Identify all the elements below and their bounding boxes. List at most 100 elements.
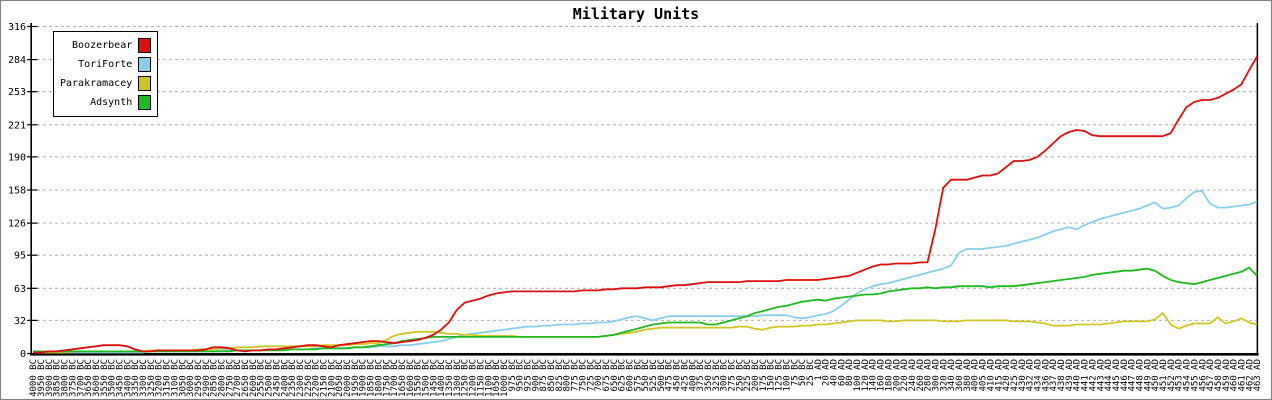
x-tick-label: 415 AD xyxy=(994,359,1004,392)
x-tick-label: 440 AD xyxy=(1073,359,1083,392)
y-tick-label: 158 xyxy=(8,186,26,197)
x-tick-label: 3350 BC xyxy=(131,359,141,397)
legend-swatch xyxy=(138,57,152,72)
x-tick-label: 2600 BC xyxy=(249,359,259,397)
x-tick-label: 3100 BC xyxy=(170,359,180,397)
x-tick-label: 175 BC xyxy=(759,359,769,392)
x-tick-label: 200 BC xyxy=(751,359,761,392)
x-tick-label: 525 BC xyxy=(649,359,659,392)
x-tick-label: 250 BC xyxy=(735,359,745,392)
x-tick-label: 1850 BC xyxy=(367,359,377,397)
x-tick-label: 405 AD xyxy=(979,359,989,392)
x-tick-label: 3500 BC xyxy=(108,359,118,397)
x-tick-label: 280 AD xyxy=(924,359,934,392)
legend-item-parakramacey: Parakramacey xyxy=(60,74,152,93)
legend-label: Adsynth xyxy=(90,97,133,108)
x-tick-label: 3700 BC xyxy=(76,359,86,397)
x-tick-label: 180 AD xyxy=(884,359,894,392)
x-tick-label: 410 AD xyxy=(986,359,996,392)
series-line-boozerbear xyxy=(33,56,1258,354)
legend-item-toriforte: ToriForte xyxy=(60,55,152,74)
x-tick-label: 2350 BC xyxy=(288,359,298,397)
x-tick-label: 2250 BC xyxy=(304,359,314,397)
x-tick-label: 350 BC xyxy=(704,359,714,392)
y-axis-line xyxy=(30,23,32,354)
x-tick-label: 100 BC xyxy=(782,359,792,392)
x-tick-label: 900 BC xyxy=(531,359,541,392)
x-tick-label: 1200 BC xyxy=(469,359,479,397)
x-tick-label: 120 AD xyxy=(861,359,871,392)
x-tick-label: 340 AD xyxy=(947,359,957,392)
x-tick-label: 575 BC xyxy=(633,359,643,392)
x-axis-line xyxy=(30,353,1259,356)
x-tick-label: 1350 BC xyxy=(445,359,455,397)
y-tick-label: 284 xyxy=(8,55,26,66)
series-line-parakramacey xyxy=(33,312,1258,354)
x-tick-label: 457 AD xyxy=(1206,359,1216,392)
x-tick-label: 460 AD xyxy=(1230,359,1240,392)
x-tick-label: 75 BC xyxy=(790,359,800,386)
y-tick-label: 221 xyxy=(8,120,26,131)
x-tick-label: 448 AD xyxy=(1136,359,1146,392)
legend-label: ToriForte xyxy=(78,59,133,70)
x-tick-label: 461 AD xyxy=(1238,359,1248,392)
x-tick-label: 462 AD xyxy=(1245,359,1255,392)
x-tick-label: 1550 BC xyxy=(414,359,424,397)
x-tick-label: 875 BC xyxy=(539,359,549,392)
x-tick-label: 2650 BC xyxy=(241,359,251,397)
x-tick-label: 1150 BC xyxy=(476,359,486,397)
x-tick-label: 1950 BC xyxy=(351,359,361,397)
x-tick-label: 275 BC xyxy=(728,359,738,392)
x-tick-label: 439 AD xyxy=(1065,359,1075,392)
x-tick-label: 1050 BC xyxy=(492,359,502,397)
x-tick-label: 1900 BC xyxy=(359,359,369,397)
x-tick-label: 675 BC xyxy=(602,359,612,392)
x-tick-label: 50 BC xyxy=(798,359,808,386)
x-tick-label: 449 AD xyxy=(1143,359,1153,392)
x-tick-label: 3750 BC xyxy=(68,359,78,397)
chart-legend: Boozerbear ToriForte Parakramacey Adsynt… xyxy=(53,31,159,117)
x-tick-label: 140 AD xyxy=(869,359,879,392)
x-tick-label: 3800 BC xyxy=(61,359,71,397)
x-tick-label: 3900 BC xyxy=(45,359,55,397)
x-tick-label: 459 AD xyxy=(1222,359,1232,392)
x-tick-label: 452 AD xyxy=(1167,359,1177,392)
x-tick-label: 2450 BC xyxy=(272,359,282,397)
y-tick-label: 190 xyxy=(8,152,26,163)
x-tick-label: 3450 BC xyxy=(116,359,126,397)
x-tick-label: 425 BC xyxy=(680,359,690,392)
x-tick-label: 775 BC xyxy=(571,359,581,392)
x-tick-label: 451 AD xyxy=(1159,359,1169,392)
x-tick-label: 456 AD xyxy=(1198,359,1208,392)
x-tick-label: 380 AD xyxy=(963,359,973,392)
x-tick-label: 160 AD xyxy=(877,359,887,392)
x-tick-label: 2050 BC xyxy=(335,359,345,397)
x-tick-label: 444 AD xyxy=(1104,359,1114,392)
x-tick-label: 500 BC xyxy=(657,359,667,392)
x-tick-label: 2500 BC xyxy=(265,359,275,397)
x-tick-label: 458 AD xyxy=(1214,359,1224,392)
x-tick-label: 425 AD xyxy=(1010,359,1020,392)
x-tick-label: 2800 BC xyxy=(218,359,228,397)
x-tick-label: 950 BC xyxy=(516,359,526,392)
x-tick-label: 325 BC xyxy=(712,359,722,392)
x-tick-label: 550 BC xyxy=(641,359,651,392)
x-tick-label: 3550 BC xyxy=(100,359,110,397)
x-tick-label: 3150 BC xyxy=(163,359,173,397)
x-tick-label: 2900 BC xyxy=(202,359,212,397)
x-tick-label: 1650 BC xyxy=(398,359,408,397)
x-tick-label: 1700 BC xyxy=(390,359,400,397)
x-tick-label: 2850 BC xyxy=(210,359,220,397)
series-line-toriforte xyxy=(33,190,1258,354)
x-tick-label: 434 AD xyxy=(1034,359,1044,392)
x-tick-label: 475 BC xyxy=(665,359,675,392)
x-tick-label: 360 AD xyxy=(955,359,965,392)
x-tick-label: 3000 BC xyxy=(186,359,196,397)
x-tick-label: 1 AD xyxy=(814,359,824,381)
x-tick-label: 220 AD xyxy=(900,359,910,392)
x-tick-label: 2950 BC xyxy=(194,359,204,397)
x-tick-label: 100 AD xyxy=(853,359,863,392)
x-tick-label: 1250 BC xyxy=(461,359,471,397)
x-tick-label: 1400 BC xyxy=(437,359,447,397)
